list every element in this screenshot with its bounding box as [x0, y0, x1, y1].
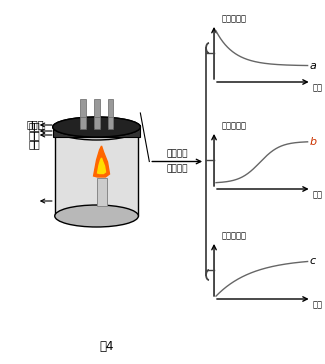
FancyBboxPatch shape: [55, 129, 138, 216]
Text: b: b: [310, 137, 317, 147]
Text: a: a: [310, 60, 317, 71]
FancyBboxPatch shape: [53, 125, 140, 137]
Bar: [108, 117, 113, 129]
Bar: [94, 99, 99, 127]
Bar: [97, 178, 107, 206]
Text: 容器: 容器: [29, 139, 41, 149]
Bar: [80, 117, 85, 129]
Text: 时间: 时间: [313, 83, 323, 92]
Text: 某气体浓度: 某气体浓度: [222, 231, 247, 240]
Text: 时间: 时间: [313, 300, 323, 309]
Text: 密闭: 密闭: [29, 121, 41, 131]
Text: 形成图像: 形成图像: [166, 165, 188, 174]
Text: 采集信息: 采集信息: [166, 150, 188, 158]
Text: 反应: 反应: [29, 130, 41, 140]
Polygon shape: [98, 158, 106, 174]
Ellipse shape: [53, 117, 140, 137]
Bar: [94, 117, 99, 129]
Text: c: c: [310, 257, 316, 266]
Ellipse shape: [53, 117, 140, 137]
Ellipse shape: [55, 205, 138, 227]
Polygon shape: [94, 146, 110, 177]
Text: 图4: 图4: [99, 340, 114, 352]
Text: 时间: 时间: [313, 190, 323, 199]
Text: 某气体浓度: 某气体浓度: [222, 121, 247, 130]
Ellipse shape: [55, 118, 138, 140]
Text: 某气体浓度: 某气体浓度: [222, 14, 247, 23]
Bar: [108, 99, 113, 127]
Bar: [80, 99, 85, 127]
Text: 传感器: 传感器: [26, 119, 44, 129]
